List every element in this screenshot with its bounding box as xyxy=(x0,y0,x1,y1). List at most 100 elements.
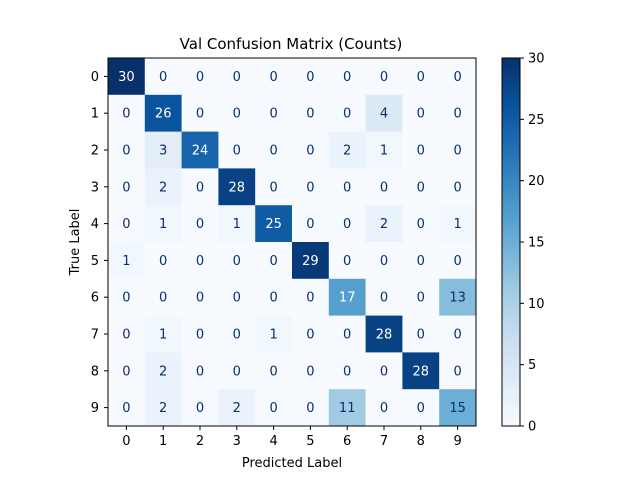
heatmap-cell-6-5 xyxy=(292,278,330,317)
y-tick-label: 8 xyxy=(91,364,99,379)
cell-value-label: 0 xyxy=(269,70,277,85)
heatmap-cell-6-3 xyxy=(218,278,256,317)
cell-value-label: 0 xyxy=(380,180,388,195)
cell-value-label: 0 xyxy=(306,401,314,416)
heatmap-cell-3-3 xyxy=(218,168,256,206)
x-tick-label: 1 xyxy=(159,434,167,449)
cell-value-label: 0 xyxy=(306,144,314,159)
y-tick-label: 6 xyxy=(91,291,99,306)
cell-value-label: 15 xyxy=(449,401,466,416)
cell-value-label: 0 xyxy=(453,70,461,85)
cell-value-label: 0 xyxy=(306,364,314,379)
x-tick-label: 6 xyxy=(343,434,351,449)
heatmap-cell-0-8 xyxy=(402,58,440,96)
cell-value-label: 0 xyxy=(343,180,351,195)
x-tick-label: 4 xyxy=(269,434,277,449)
cell-value-label: 1 xyxy=(380,144,388,159)
heatmap-cells xyxy=(108,58,477,427)
heatmap-cell-7-7 xyxy=(365,315,403,353)
heatmap-cell-2-2 xyxy=(181,131,219,169)
colorbar-tick-label: 15 xyxy=(528,236,545,251)
colorbar-tick-label: 10 xyxy=(528,297,545,312)
heatmap-cell-4-2 xyxy=(181,205,219,243)
heatmap-cell-5-9 xyxy=(439,242,477,280)
heatmap-cell-7-6 xyxy=(328,315,367,353)
heatmap-cell-3-5 xyxy=(292,168,330,206)
colorbar xyxy=(501,57,521,427)
heatmap-cell-8-3 xyxy=(218,352,256,390)
chart-title: Val Confusion Matrix (Counts) xyxy=(180,35,403,53)
heatmap-cell-4-8 xyxy=(402,205,440,243)
heatmap-cell-0-2 xyxy=(181,58,219,96)
cell-value-label: 0 xyxy=(306,180,314,195)
cell-value-label: 0 xyxy=(122,364,130,379)
y-tick-label: 7 xyxy=(91,328,99,343)
heatmap-cell-6-2 xyxy=(181,278,219,317)
heatmap-cell-7-5 xyxy=(292,315,330,353)
heatmap-cell-4-0 xyxy=(108,205,146,243)
heatmap-cell-9-7 xyxy=(365,389,403,427)
cell-value-label: 0 xyxy=(380,254,388,269)
heatmap-cell-1-8 xyxy=(402,94,440,133)
heatmap-cell-3-2 xyxy=(181,168,219,206)
cell-value-label: 0 xyxy=(380,291,388,306)
heatmap-cell-6-0 xyxy=(108,278,146,317)
cell-value-label: 0 xyxy=(196,328,204,343)
cell-value-label: 0 xyxy=(233,254,241,269)
cell-value-label: 0 xyxy=(453,364,461,379)
x-axis-ticks: 0 1 2 3 4 5 6 7 8 9 xyxy=(122,426,462,449)
heatmap-cell-8-8 xyxy=(402,352,440,390)
cell-value-label: 0 xyxy=(196,180,204,195)
heatmap-cell-6-9 xyxy=(439,278,477,317)
heatmap-cell-4-4 xyxy=(255,205,293,243)
cell-value-label: 1 xyxy=(269,328,277,343)
heatmap-cell-7-9 xyxy=(439,315,477,353)
cell-value-label: 0 xyxy=(196,107,204,122)
cell-value-label: 17 xyxy=(339,291,356,306)
heatmap-cell-5-8 xyxy=(402,242,440,280)
heatmap-cell-7-2 xyxy=(181,315,219,353)
y-axis-label: True Label xyxy=(68,209,83,277)
colorbar-tick-label: 0 xyxy=(528,420,536,435)
cell-value-label: 0 xyxy=(233,291,241,306)
cell-value-label: 0 xyxy=(269,180,277,195)
heatmap-cell-0-1 xyxy=(144,58,183,96)
cell-value-label: 0 xyxy=(196,254,204,269)
cell-value-label: 0 xyxy=(122,328,130,343)
cell-value-label: 0 xyxy=(196,70,204,85)
heatmap-cell-6-6 xyxy=(328,278,367,317)
x-tick-label: 9 xyxy=(453,434,461,449)
heatmap-cell-7-1 xyxy=(144,315,183,353)
heatmap-cell-4-6 xyxy=(328,205,367,243)
cell-value-label: 2 xyxy=(159,401,167,416)
heatmap-cell-0-6 xyxy=(328,58,367,96)
cell-value-label: 0 xyxy=(453,254,461,269)
cell-value-label: 0 xyxy=(159,254,167,269)
x-tick-label: 7 xyxy=(380,434,388,449)
cell-value-label: 0 xyxy=(380,364,388,379)
heatmap-cell-1-1 xyxy=(144,94,183,133)
cell-value-label: 2 xyxy=(233,401,241,416)
cell-value-label: 0 xyxy=(380,401,388,416)
cell-value-label: 0 xyxy=(269,107,277,122)
cell-value-label: 0 xyxy=(233,70,241,85)
heatmap-cell-3-7 xyxy=(365,168,403,206)
heatmap-cell-1-5 xyxy=(292,94,330,133)
heatmap-cell-9-9 xyxy=(439,389,477,427)
heatmap-cell-3-0 xyxy=(108,168,146,206)
heatmap-cell-6-7 xyxy=(365,278,403,317)
heatmap-cell-0-7 xyxy=(365,58,403,96)
cell-value-label: 0 xyxy=(306,328,314,343)
cell-value-label: 28 xyxy=(229,180,246,195)
cell-value-label: 0 xyxy=(417,328,425,343)
heatmap-cell-6-8 xyxy=(402,278,440,317)
cell-value-label: 0 xyxy=(233,144,241,159)
cell-value-label: 28 xyxy=(376,328,393,343)
heatmap-cell-3-4 xyxy=(255,168,293,206)
heatmap-cell-3-6 xyxy=(328,168,367,206)
heatmap-cell-2-6 xyxy=(328,131,367,169)
x-tick-label: 8 xyxy=(417,434,425,449)
cell-value-label: 13 xyxy=(449,291,466,306)
cell-value-label: 0 xyxy=(196,401,204,416)
